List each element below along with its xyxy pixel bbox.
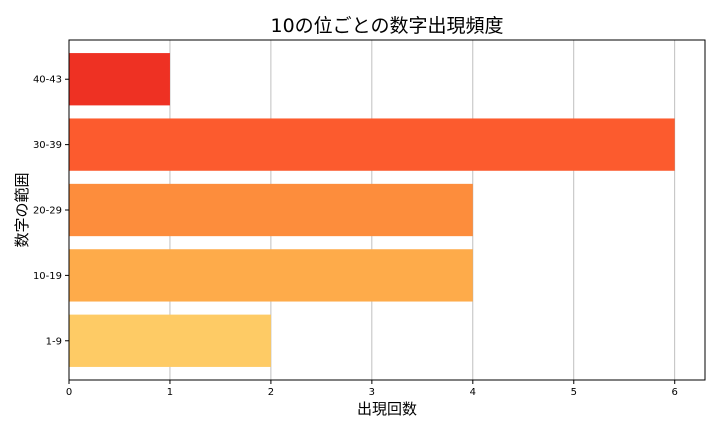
y-axis-label: 数字の範囲 [13, 172, 31, 247]
bar-1-9 [69, 314, 271, 367]
x-axis-label: 出現回数 [357, 400, 417, 418]
x-ticks: 0 1 2 3 4 5 6 [66, 380, 678, 398]
bar-10-19 [69, 249, 473, 302]
chart-title: 10の位ごとの数字出現頻度 [271, 15, 504, 37]
bar-40-43 [69, 53, 170, 106]
x-tick-label: 4 [470, 387, 476, 398]
y-tick-label: 10-19 [33, 271, 62, 282]
y-tick-label: 20-29 [33, 206, 62, 217]
bars [69, 53, 675, 367]
x-tick-label: 0 [66, 387, 72, 398]
x-tick-label: 2 [268, 387, 274, 398]
y-ticks: 1-9 10-19 20-29 30-39 40-43 [33, 75, 69, 347]
y-tick-label: 30-39 [33, 140, 62, 151]
x-tick-label: 6 [672, 387, 678, 398]
bar-30-39 [69, 118, 675, 171]
x-tick-label: 5 [571, 387, 577, 398]
x-tick-label: 1 [167, 387, 173, 398]
x-tick-label: 3 [369, 387, 375, 398]
y-tick-label: 1-9 [46, 336, 62, 347]
y-tick-label: 40-43 [33, 75, 62, 86]
bar-20-29 [69, 183, 473, 237]
